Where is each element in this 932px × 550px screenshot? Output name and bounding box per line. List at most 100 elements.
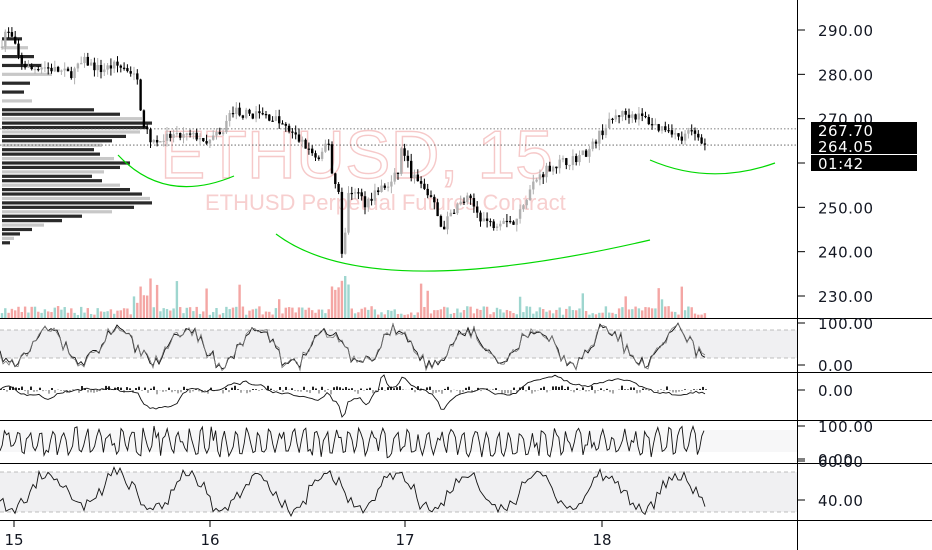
- candle-body: [60, 70, 63, 72]
- macd-hist-bar: [699, 388, 701, 390]
- candle-body: [43, 67, 47, 69]
- volume-bar: [152, 307, 155, 318]
- candle-body: [485, 218, 489, 221]
- volume-bar: [33, 306, 37, 318]
- volume-bar: [561, 314, 565, 318]
- candle-body: [221, 132, 225, 135]
- macd-hist-bar: [300, 390, 302, 392]
- volume-bar: [165, 309, 169, 318]
- macd-hist-bar: [684, 389, 686, 390]
- candle-body: [307, 148, 311, 150]
- volume-profile-row: [2, 214, 82, 218]
- macd-hist-bar: [183, 386, 185, 390]
- candle-body: [383, 185, 386, 188]
- x-tick-label: 15: [4, 531, 23, 549]
- candle-body: [627, 114, 631, 118]
- volume-bar: [370, 306, 373, 318]
- volume-bar: [245, 314, 248, 318]
- candle-body: [614, 115, 617, 120]
- macd-hist-bar: [471, 390, 473, 393]
- volume-profile-row: [2, 232, 20, 236]
- macd-hist-bar: [105, 385, 107, 390]
- volume-bar: [436, 310, 439, 318]
- candle-body: [132, 73, 136, 75]
- candle-body: [10, 32, 14, 37]
- macd-hist-bar: [45, 390, 47, 391]
- candle-body: [608, 118, 611, 129]
- macd-hist-bar: [285, 386, 287, 390]
- candle-body: [99, 65, 103, 73]
- volume-profile-row: [2, 139, 112, 143]
- macd-hist-bar: [444, 388, 446, 390]
- candle-body: [297, 134, 301, 142]
- candle-body: [413, 174, 416, 178]
- candle-body: [350, 192, 353, 195]
- volume-bar: [86, 308, 89, 318]
- volume-bar: [66, 312, 70, 318]
- volume-bar: [261, 314, 264, 318]
- macd-hist-bar: [15, 387, 17, 390]
- candle-body: [116, 61, 119, 66]
- candle-body: [126, 68, 129, 72]
- volume-profile-row: [2, 99, 32, 103]
- candle-body: [83, 56, 86, 64]
- volume-bar: [578, 308, 581, 318]
- volume-bar: [4, 308, 7, 318]
- volume-bar: [545, 311, 548, 318]
- macd-hist-bar: [246, 390, 248, 394]
- price-pane[interactable]: [0, 27, 797, 318]
- volume-bar: [83, 312, 86, 318]
- macd-hist-bar: [357, 390, 359, 394]
- volume-bar: [218, 314, 221, 318]
- macd-hist-bar: [171, 390, 173, 393]
- indicator-pane: [0, 374, 707, 418]
- volume-bar: [518, 296, 522, 318]
- macd-hist-bar: [657, 390, 659, 392]
- volume-bar: [70, 308, 73, 318]
- volume-bar: [657, 288, 660, 318]
- candlestick-series: [0, 27, 707, 258]
- macd-hist-bar: [6, 390, 8, 392]
- indicator-pane: [0, 425, 797, 459]
- volume-bar: [456, 308, 459, 318]
- macd-hist-bar: [204, 390, 206, 391]
- macd-hist-bar: [294, 390, 296, 391]
- indicator-panes[interactable]: [0, 322, 797, 518]
- volume-profile-row: [2, 227, 32, 232]
- volume-bar: [205, 288, 208, 318]
- volume-bar: [631, 309, 634, 318]
- volume-bar: [192, 311, 195, 318]
- candle-body: [380, 185, 383, 193]
- volume-bar: [37, 311, 40, 318]
- candle-body: [703, 143, 707, 145]
- candle-body: [314, 153, 317, 158]
- macd-hist-bar: [642, 388, 644, 390]
- volume-bar: [644, 307, 647, 318]
- macd-hist-bar: [399, 386, 401, 390]
- volume-bar: [443, 306, 446, 318]
- volume-bar: [604, 306, 608, 318]
- volume-bar: [188, 307, 192, 318]
- macd-hist-bar: [636, 390, 638, 394]
- candle-body: [106, 65, 109, 70]
- volume-bar: [122, 308, 126, 318]
- candle-body: [353, 192, 357, 194]
- time-axis[interactable]: 15 16 17 18: [4, 520, 612, 549]
- volume-bar: [654, 308, 657, 318]
- volume-bar: [598, 312, 601, 318]
- macd-hist-bar: [63, 390, 65, 392]
- indicator-pane: [0, 322, 797, 372]
- candle-body: [452, 212, 456, 214]
- volume-bar: [40, 312, 43, 318]
- volume-bar: [268, 311, 271, 318]
- macd-hist-bar: [30, 386, 32, 390]
- macd-hist-bar: [507, 390, 509, 394]
- candle-body: [86, 56, 89, 66]
- candle-body: [449, 212, 452, 217]
- volume-bar: [175, 281, 179, 318]
- candle-body: [23, 63, 27, 68]
- candle-body: [27, 66, 30, 68]
- macd-hist-bar: [342, 388, 344, 390]
- candle-body: [443, 226, 446, 230]
